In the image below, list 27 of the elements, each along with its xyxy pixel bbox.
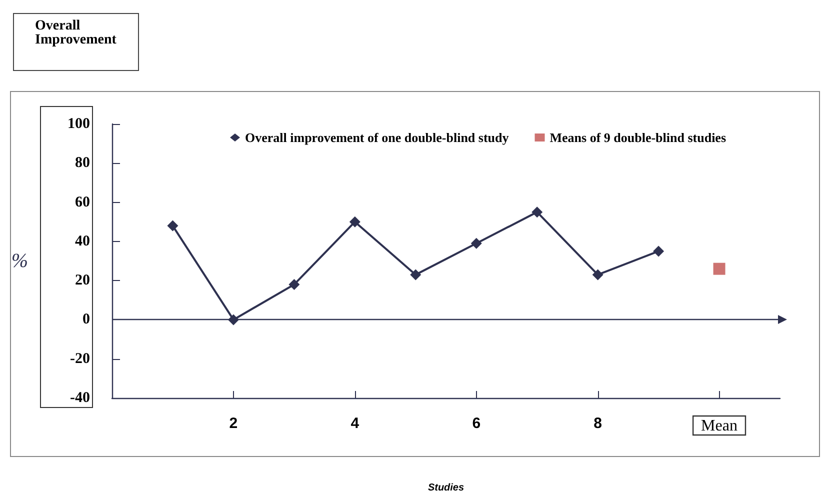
y-tick-label: 0 bbox=[82, 312, 90, 328]
x-tick-label: 6 bbox=[472, 415, 481, 432]
point bbox=[349, 216, 360, 228]
y-tick-label: -20 bbox=[70, 350, 90, 367]
point bbox=[410, 269, 422, 280]
x-axis-title: Studies bbox=[428, 482, 464, 494]
x-tick-label: 2 bbox=[229, 415, 238, 432]
point bbox=[653, 246, 664, 257]
point bbox=[288, 278, 300, 290]
y-tick-label: 60 bbox=[75, 194, 90, 210]
point bbox=[713, 262, 726, 275]
point bbox=[532, 206, 543, 218]
x-tick-label: Mean bbox=[701, 418, 738, 434]
chart-title: Overall Improvement bbox=[35, 18, 117, 48]
y-tick-label: 80 bbox=[75, 155, 90, 172]
y-tick-label: 20 bbox=[75, 272, 90, 289]
y-tick-label: 100 bbox=[68, 116, 90, 132]
x-tick-label: 4 bbox=[350, 415, 360, 432]
y-tick-label: -40 bbox=[70, 390, 90, 406]
y-tick-label: 40 bbox=[75, 233, 90, 250]
point bbox=[167, 220, 178, 232]
y-axis-title: % bbox=[11, 250, 28, 272]
point bbox=[592, 269, 604, 280]
legend-label: Overall improvement of one double-blind study bbox=[245, 130, 510, 145]
x-tick-label: 8 bbox=[594, 415, 602, 432]
legend-label: Means of 9 double-blind studies bbox=[550, 130, 726, 145]
point bbox=[470, 238, 482, 249]
